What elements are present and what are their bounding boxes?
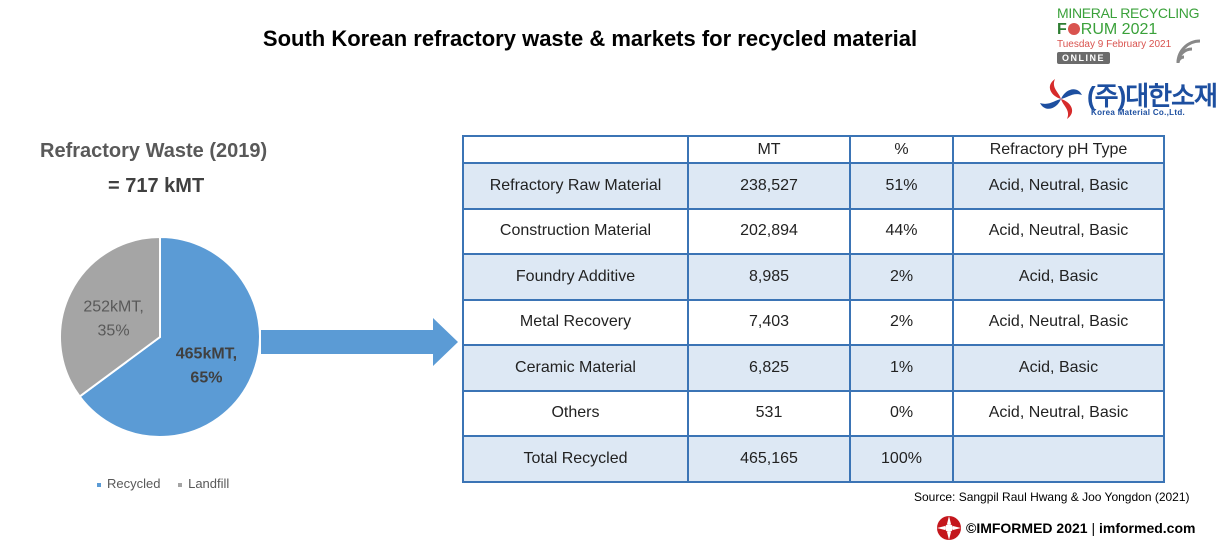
pie-slice-recycled — [78, 235, 261, 438]
signal-icon — [1176, 39, 1201, 64]
table-header-cell — [462, 135, 689, 164]
company-swirl-icon — [1040, 78, 1082, 120]
footer-site: imformed.com — [1099, 520, 1196, 536]
chart-legend: Recycled Landfill — [97, 476, 243, 491]
table-cell-mt: 238,527 — [687, 162, 851, 210]
forum-logo-rest: RUM 2021 — [1080, 21, 1158, 38]
company-name-english: Korea Material Co.,Ltd. — [1091, 108, 1186, 117]
table-cell-mt: 6,825 — [687, 344, 851, 392]
legend-item-recycled: Recycled — [97, 476, 160, 491]
table-cell-percent: 44% — [849, 207, 954, 255]
slide-title: South Korean refractory waste & markets … — [262, 26, 918, 51]
footer-copyright: ©IMFORMED 2021 — [966, 520, 1088, 536]
forum-date: Tuesday 9 February 2021 — [1057, 39, 1172, 50]
table-row: Construction Material 202,894 44% Acid, … — [462, 207, 1165, 255]
forum-logo-line2: F RUM 2021 — [1057, 21, 1157, 39]
forum-logo-line1: MINERAL RECYCLING — [1057, 5, 1200, 21]
forum-logo-f: F — [1057, 21, 1067, 38]
legend-label-recycled: Recycled — [107, 476, 161, 491]
table-cell-market: Metal Recovery — [462, 298, 689, 346]
footer-text: ©IMFORMED 2021 | imformed.com — [966, 520, 1195, 536]
legend-label-landfill: Landfill — [188, 476, 230, 491]
pie-slice-landfill — [59, 235, 161, 398]
source-citation: Source: Sangpil Raul Hwang & Joo Yongdon… — [914, 490, 1190, 504]
table-header-percent: % — [849, 135, 954, 164]
legend-item-landfill: Landfill — [178, 476, 229, 491]
table-header-mt: MT — [687, 135, 851, 164]
footer-separator: | — [1087, 520, 1099, 536]
table-cell-ph: Acid, Neutral, Basic — [952, 207, 1165, 255]
pie-label-landfill-line2: 35% — [98, 323, 130, 340]
table-cell-percent: 2% — [849, 298, 954, 346]
imformed-logo-icon — [937, 516, 961, 540]
table-cell-percent: 1% — [849, 344, 954, 392]
table-cell-mt: 7,403 — [687, 298, 851, 346]
table-cell-percent: 100% — [849, 435, 954, 483]
table-row-total: Total Recycled 465,165 100% — [462, 435, 1165, 483]
table-cell-market: Ceramic Material — [462, 344, 689, 392]
table-cell-percent: 0% — [849, 389, 954, 437]
table-cell-mt: 202,894 — [687, 207, 851, 255]
table-cell-mt: 465,165 — [687, 435, 851, 483]
company-name-korean: (주)대한소재 — [1087, 81, 1218, 111]
table-cell-ph: Acid, Neutral, Basic — [952, 389, 1165, 437]
legend-swatch-landfill — [178, 482, 183, 487]
table-cell-ph: Acid, Basic — [952, 253, 1165, 301]
table-cell-mt: 531 — [687, 389, 851, 437]
pie-label-recycled-line1: 465kMT, — [176, 345, 237, 362]
pie-chart: 465kMT, 65% 252kMT, 35% — [59, 235, 261, 438]
table-cell-mt: 8,985 — [687, 253, 851, 301]
right-arrow-icon — [261, 318, 458, 366]
pie-label-recycled-line2: 65% — [190, 369, 222, 386]
table-cell-ph — [952, 435, 1165, 483]
table-cell-percent: 2% — [849, 253, 954, 301]
table-cell-ph: Acid, Neutral, Basic — [952, 162, 1165, 210]
table-cell-market: Others — [462, 389, 689, 437]
table-cell-ph: Acid, Neutral, Basic — [952, 298, 1165, 346]
pie-label-landfill-line1: 252kMT, — [83, 299, 143, 316]
table-cell-market: Total Recycled — [462, 435, 689, 483]
table-row: Ceramic Material 6,825 1% Acid, Basic — [462, 344, 1165, 392]
chart-title: Refractory Waste (2019) — [40, 140, 268, 162]
forum-logo: MINERAL RECYCLING F RUM 2021 Tuesday 9 Fe… — [1054, 5, 1220, 67]
recycled-markets-table: MT % Refractory pH Type Refractory Raw M… — [462, 135, 1165, 483]
table-header-ph-type: Refractory pH Type — [952, 135, 1165, 164]
legend-swatch-recycled — [97, 482, 101, 487]
table-cell-market: Construction Material — [462, 207, 689, 255]
chart-subtitle: = 717 kMT — [108, 175, 205, 197]
table-cell-market: Refractory Raw Material — [462, 162, 689, 210]
table-row: Metal Recovery 7,403 2% Acid, Neutral, B… — [462, 298, 1165, 346]
table-row: Refractory Raw Material 238,527 51% Acid… — [462, 162, 1165, 210]
table-header-row: MT % Refractory pH Type — [462, 135, 1165, 164]
table-cell-ph: Acid, Basic — [952, 344, 1165, 392]
table-cell-percent: 51% — [849, 162, 954, 210]
forum-logo-o-icon — [1067, 23, 1080, 35]
table-cell-market: Foundry Additive — [462, 253, 689, 301]
company-logo: (주)대한소재 Korea Material Co.,Ltd. — [1037, 74, 1220, 124]
forum-online-badge: ONLINE — [1057, 52, 1111, 64]
table-row: Foundry Additive 8,985 2% Acid, Basic — [462, 253, 1165, 301]
table-row: Others 531 0% Acid, Neutral, Basic — [462, 389, 1165, 437]
